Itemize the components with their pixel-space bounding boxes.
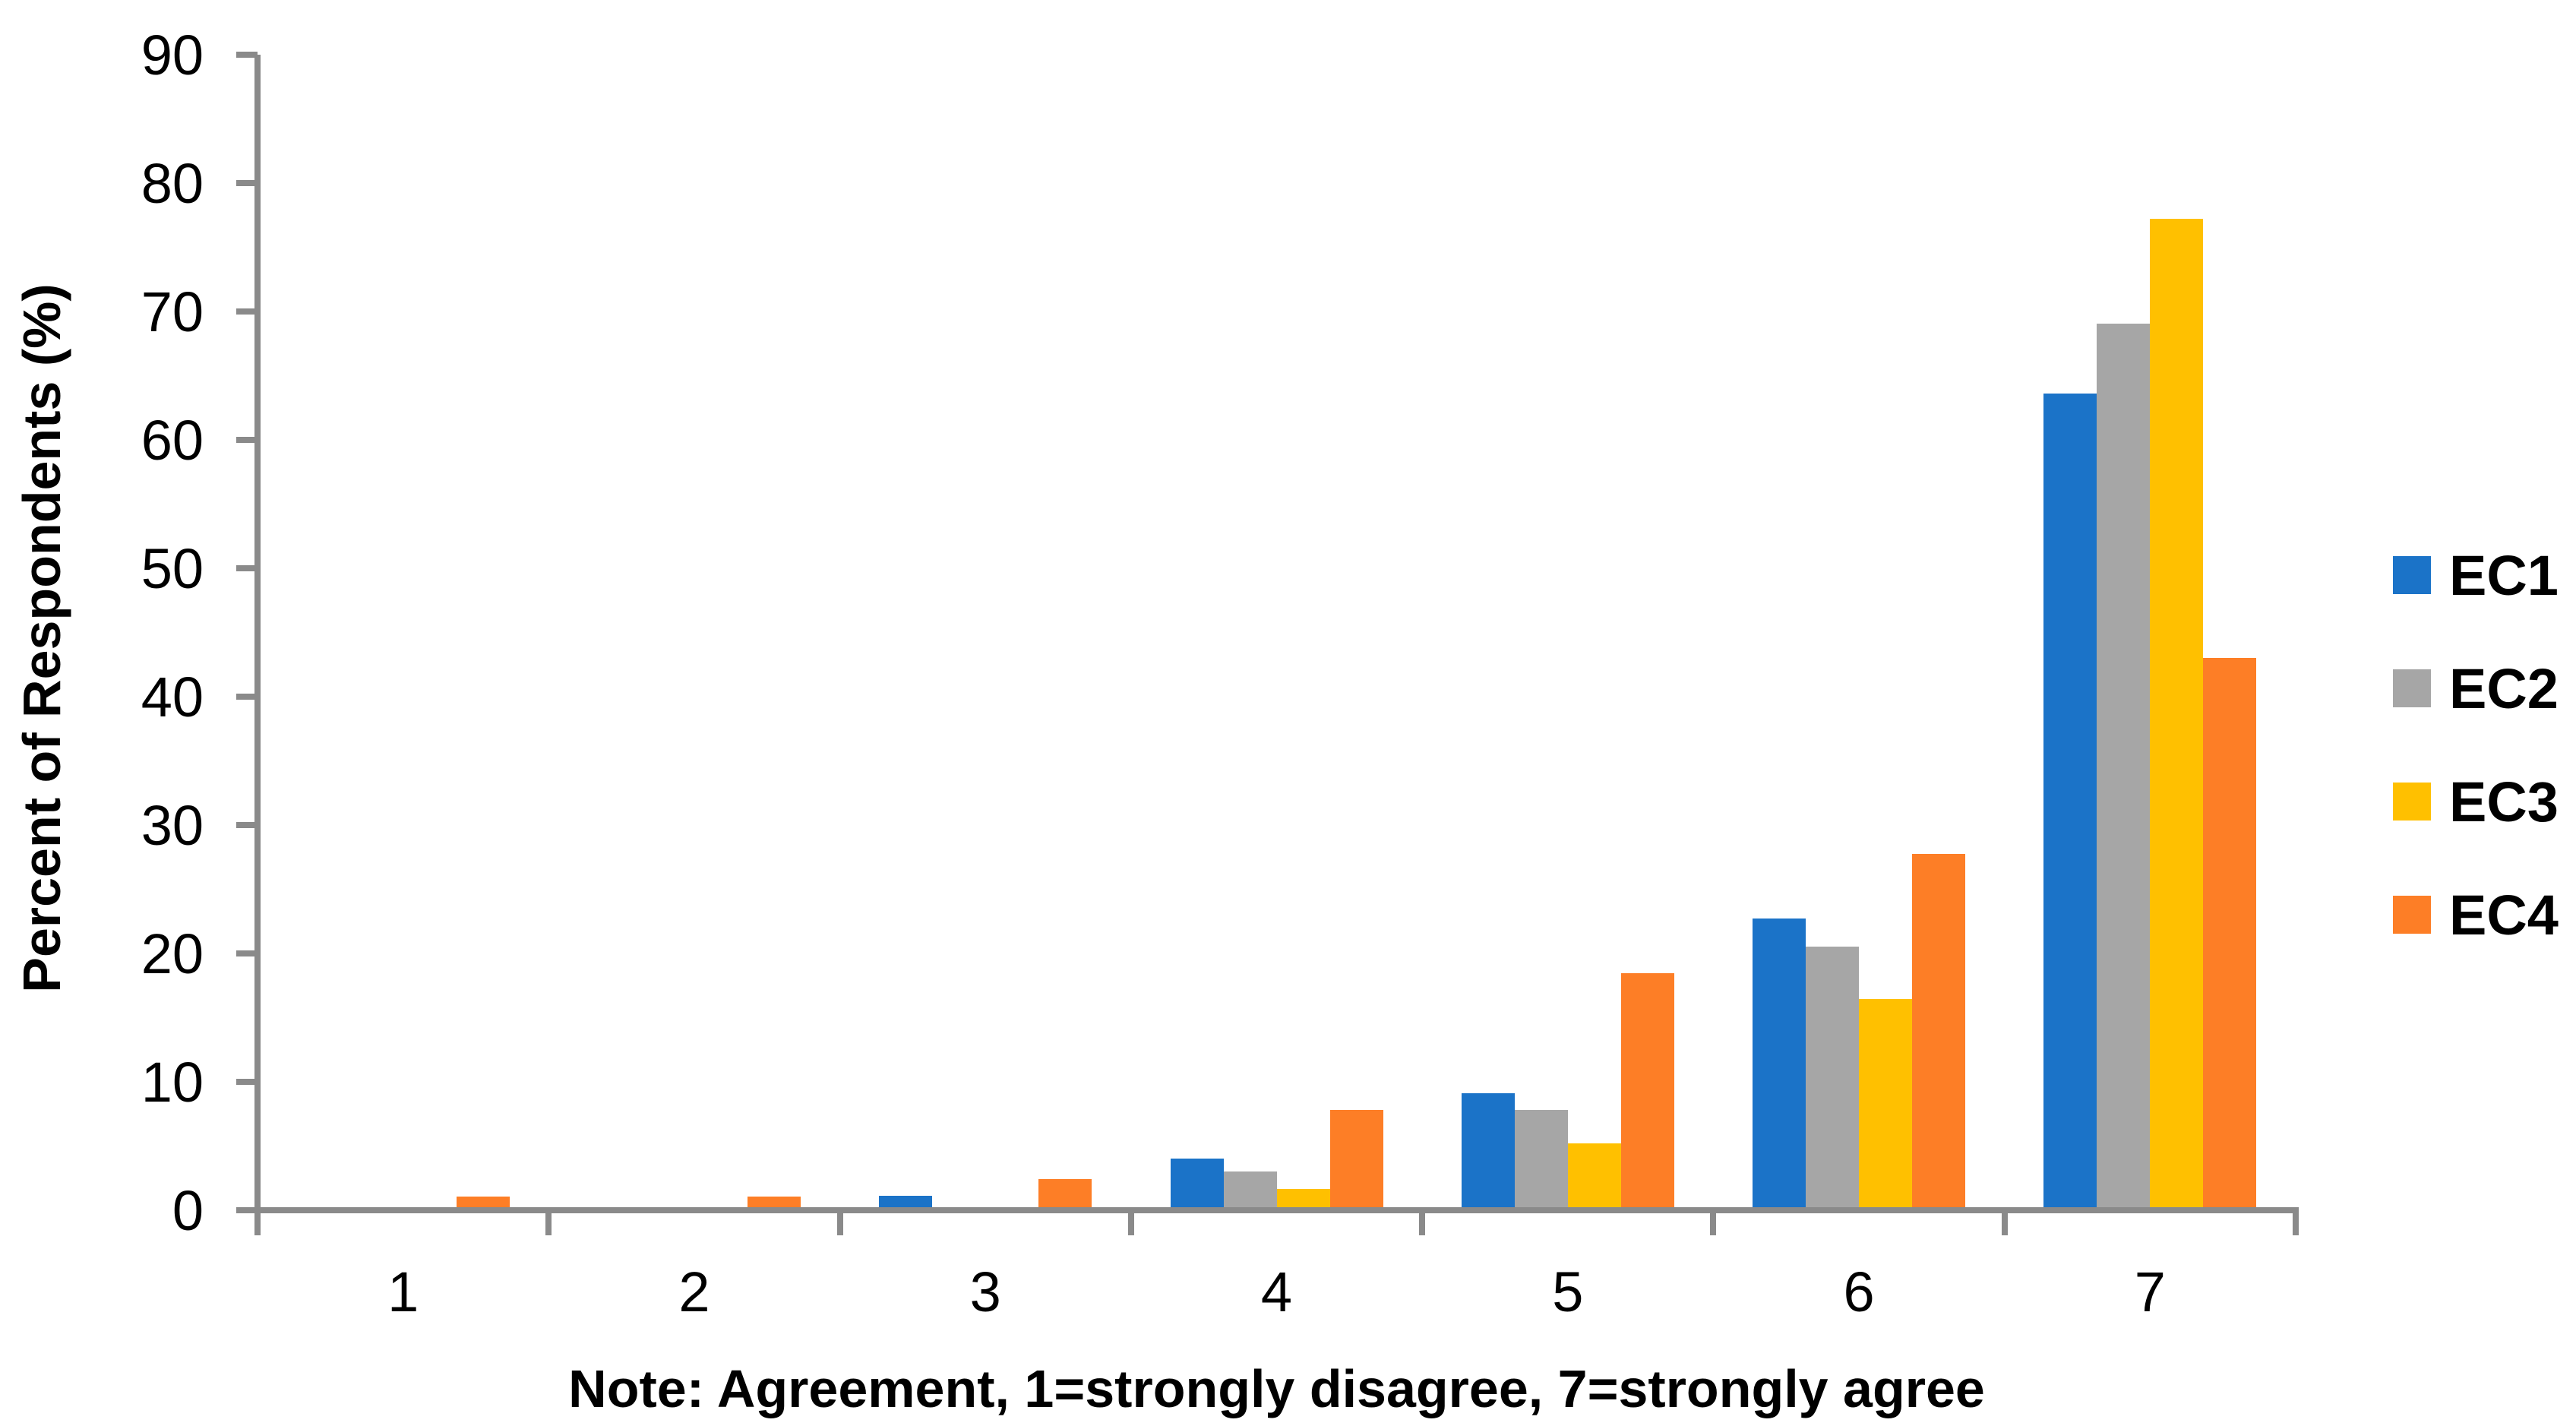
bar-ec4-cat2 bbox=[747, 1197, 801, 1207]
legend-label-ec2: EC2 bbox=[2449, 656, 2559, 720]
x-tick-label: 7 bbox=[2134, 1260, 2166, 1323]
bar-ec1-cat4 bbox=[1170, 1158, 1224, 1207]
legend-item-ec2: EC2 bbox=[2393, 656, 2559, 720]
y-tick-mark bbox=[236, 1079, 258, 1085]
y-tick-mark bbox=[236, 950, 258, 956]
bar-ec4-cat4 bbox=[1329, 1109, 1383, 1207]
bar-ec1-cat3 bbox=[879, 1195, 933, 1207]
y-tick-mark bbox=[236, 1207, 258, 1213]
y-tick-label: 20 bbox=[141, 922, 204, 985]
x-axis-line bbox=[254, 1207, 2299, 1213]
y-tick-mark bbox=[236, 52, 258, 58]
y-tick-label: 80 bbox=[141, 151, 204, 215]
y-tick-label: 0 bbox=[172, 1178, 204, 1242]
x-tick-mark bbox=[2001, 1207, 2008, 1235]
y-tick-label: 70 bbox=[141, 280, 204, 343]
y-tick-mark bbox=[236, 822, 258, 828]
bar-ec3-cat7 bbox=[2150, 218, 2204, 1207]
y-tick-label: 90 bbox=[141, 23, 204, 87]
y-tick-label: 40 bbox=[141, 665, 204, 729]
legend-swatch-ec4 bbox=[2393, 896, 2431, 934]
legend-swatch-ec1 bbox=[2393, 556, 2431, 594]
x-tick-mark bbox=[1419, 1207, 1426, 1235]
y-axis-title: Percent of Respondents (%) bbox=[12, 283, 71, 993]
x-tick-mark bbox=[545, 1207, 552, 1235]
x-tick-label: 2 bbox=[678, 1260, 710, 1323]
legend-label-ec1: EC1 bbox=[2449, 543, 2559, 607]
x-tick-label: 4 bbox=[1260, 1260, 1293, 1323]
bar-ec4-cat6 bbox=[1912, 854, 1966, 1207]
bar-ec3-cat4 bbox=[1276, 1189, 1330, 1207]
legend-swatch-ec3 bbox=[2393, 783, 2431, 821]
x-tick-label: 6 bbox=[1843, 1260, 1875, 1323]
legend-item-ec3: EC3 bbox=[2393, 770, 2559, 833]
x-axis-note: Note: Agreement, 1=strongly disagree, 7=… bbox=[568, 1359, 1985, 1418]
x-tick-label: 5 bbox=[1552, 1260, 1584, 1323]
y-tick-mark bbox=[236, 437, 258, 443]
bar-ec2-cat5 bbox=[1514, 1109, 1568, 1207]
legend-swatch-ec2 bbox=[2393, 669, 2431, 707]
y-tick-label: 60 bbox=[141, 408, 204, 472]
x-tick-label: 3 bbox=[969, 1260, 1001, 1323]
y-tick-mark bbox=[236, 180, 258, 186]
legend-item-ec4: EC4 bbox=[2393, 883, 2559, 947]
bar-ec2-cat7 bbox=[2097, 324, 2151, 1207]
y-tick-mark bbox=[236, 565, 258, 571]
y-tick-label: 30 bbox=[141, 793, 204, 857]
bar-ec4-cat5 bbox=[1620, 973, 1674, 1207]
bar-ec2-cat6 bbox=[1806, 946, 1860, 1207]
x-tick-label: 1 bbox=[387, 1260, 419, 1323]
x-tick-mark bbox=[2293, 1207, 2299, 1235]
x-tick-mark bbox=[1127, 1207, 1134, 1235]
bar-ec1-cat6 bbox=[1753, 918, 1806, 1207]
y-axis-line bbox=[254, 55, 261, 1235]
legend-label-ec4: EC4 bbox=[2449, 883, 2559, 947]
bar-ec1-cat5 bbox=[1461, 1092, 1515, 1207]
x-tick-mark bbox=[1710, 1207, 1717, 1235]
bar-ec2-cat4 bbox=[1223, 1171, 1277, 1207]
bar-ec4-cat7 bbox=[2203, 657, 2257, 1207]
bar-ec3-cat6 bbox=[1859, 999, 1913, 1207]
legend-label-ec3: EC3 bbox=[2449, 770, 2559, 833]
bar-ec3-cat5 bbox=[1567, 1143, 1621, 1207]
bar-ec1-cat7 bbox=[2043, 393, 2097, 1207]
y-tick-label: 50 bbox=[141, 536, 204, 600]
bar-ec4-cat3 bbox=[1038, 1178, 1092, 1207]
bar-ec4-cat1 bbox=[456, 1197, 510, 1207]
y-tick-mark bbox=[236, 694, 258, 700]
legend-item-ec1: EC1 bbox=[2393, 543, 2559, 607]
y-tick-label: 10 bbox=[141, 1050, 204, 1114]
x-tick-mark bbox=[836, 1207, 843, 1235]
y-tick-mark bbox=[236, 308, 258, 315]
